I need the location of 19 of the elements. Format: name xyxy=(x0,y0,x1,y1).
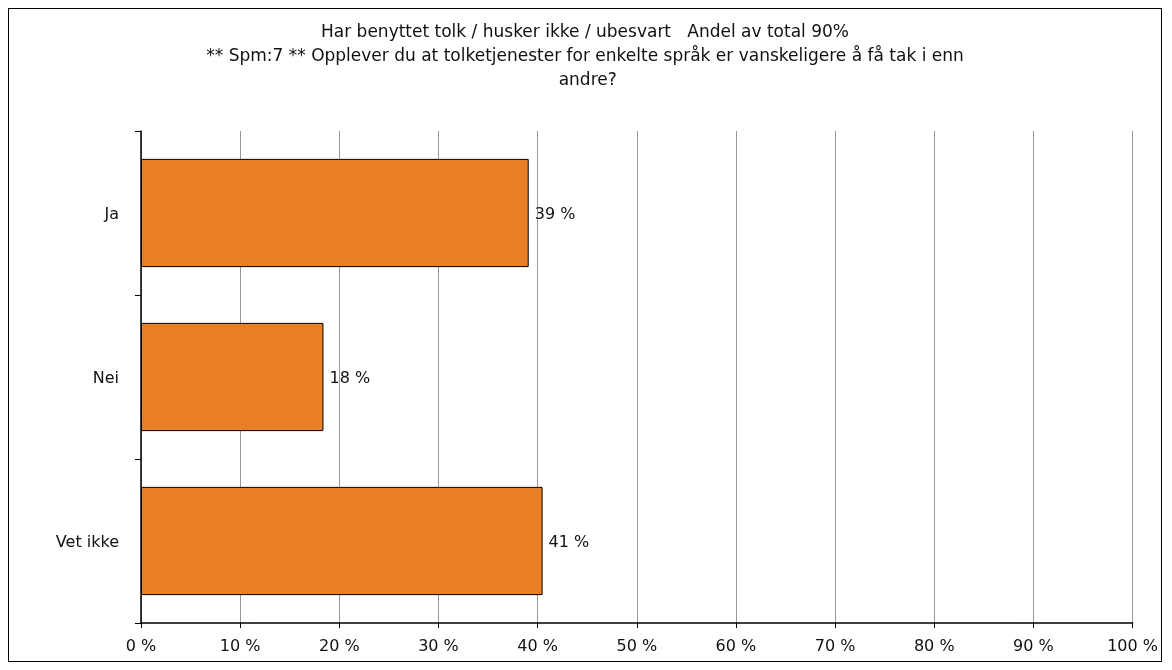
x-tick-label: 20 % xyxy=(318,635,360,655)
x-tick-label: 70 % xyxy=(814,635,856,655)
data-label: 41 % xyxy=(548,531,590,551)
x-tick-label: 30 % xyxy=(418,635,459,655)
x-tick-label: 90 % xyxy=(1013,635,1054,655)
chart-subtitle: ** Spm:7 ** Opplever du at tolketjenester for enkelte språk er vanskeligere å få tak i enn andre? xyxy=(206,45,964,89)
y-tick-label: Ja xyxy=(103,203,119,223)
y-tick-label: Vet ikke xyxy=(55,531,119,551)
x-tick-label: 0 % xyxy=(125,635,157,655)
x-tick-label: 40 % xyxy=(517,635,558,655)
x-tick-label: 10 % xyxy=(219,635,261,655)
data-label: 18 % xyxy=(329,367,371,387)
y-tick-label: Nei xyxy=(92,367,119,387)
x-tick-label: 100 % xyxy=(1107,635,1158,655)
x-tick-label: 80 % xyxy=(913,635,955,655)
x-tick-label: 50 % xyxy=(616,635,658,655)
data-label: 39 % xyxy=(534,203,576,223)
chart-title: Har benyttet tolk / husker ikke / ubesvart Andel av total 90% xyxy=(321,20,849,41)
x-tick-label: 60 % xyxy=(715,635,757,655)
